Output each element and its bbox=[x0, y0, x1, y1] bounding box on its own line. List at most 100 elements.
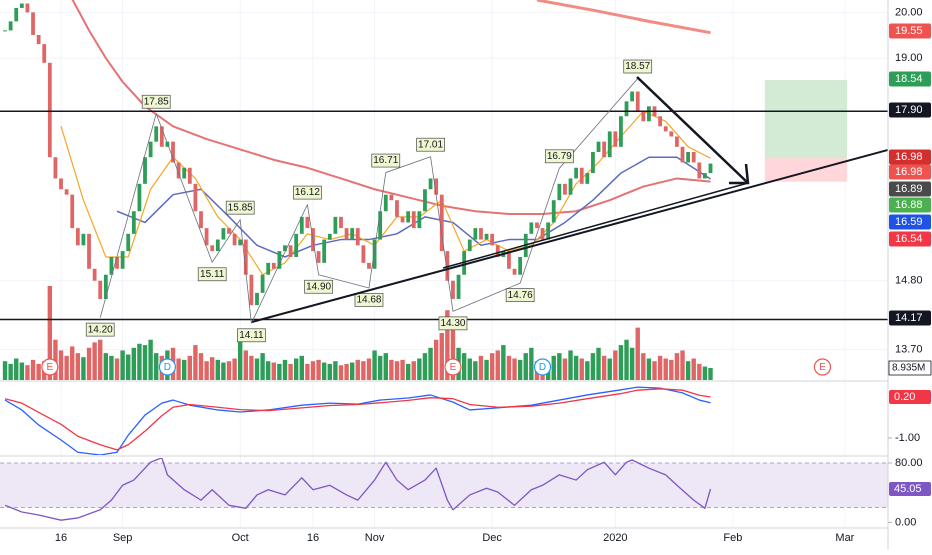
event-marker bbox=[444, 358, 462, 376]
volume-bar bbox=[198, 353, 204, 380]
price-label: 16.98 bbox=[895, 166, 923, 178]
volume-bar bbox=[635, 327, 640, 380]
price-label-bg bbox=[889, 214, 931, 230]
candle bbox=[417, 211, 422, 229]
pivot-label: 14.90 bbox=[306, 281, 331, 292]
trend-line bbox=[442, 182, 749, 269]
volume-bar bbox=[680, 350, 685, 380]
volume-bar bbox=[81, 357, 86, 380]
candle bbox=[271, 262, 276, 269]
volume-bar bbox=[607, 358, 612, 380]
candle bbox=[697, 162, 702, 179]
pivot-label-bg bbox=[623, 59, 653, 74]
candle bbox=[691, 151, 696, 163]
candle bbox=[635, 91, 640, 112]
volume-bar bbox=[445, 310, 450, 380]
candle bbox=[411, 211, 416, 229]
price-label-bg bbox=[889, 231, 931, 247]
candle bbox=[574, 167, 579, 179]
candle bbox=[563, 183, 567, 195]
price-label-bg bbox=[889, 181, 931, 197]
volume-bar bbox=[613, 350, 618, 380]
volume-bar bbox=[260, 353, 265, 380]
price-label-bg bbox=[889, 149, 931, 165]
pivot-label-bg bbox=[354, 293, 384, 307]
candle bbox=[428, 178, 433, 190]
candle bbox=[204, 228, 209, 246]
pivot-label-bg bbox=[85, 322, 115, 337]
pivot-label-bg bbox=[438, 316, 468, 331]
volume-bar bbox=[697, 363, 702, 380]
event-label: E bbox=[450, 362, 457, 373]
price-label: 19.55 bbox=[895, 25, 923, 37]
volume-bar bbox=[215, 359, 221, 380]
candle bbox=[70, 194, 75, 229]
value-label-bg bbox=[889, 481, 931, 496]
pivot-label-bg bbox=[197, 267, 227, 282]
volume-bar bbox=[243, 350, 248, 380]
volume-bar bbox=[394, 361, 400, 380]
candle bbox=[42, 44, 47, 63]
pivot-label: 16.79 bbox=[547, 151, 572, 162]
pivot-label-bg bbox=[416, 137, 445, 152]
x-tick-label: Feb bbox=[723, 532, 742, 544]
volume-bar bbox=[702, 366, 708, 380]
candle bbox=[221, 228, 226, 240]
candle bbox=[81, 233, 86, 246]
volume-bar bbox=[512, 358, 517, 380]
candle bbox=[395, 200, 399, 217]
volume-bar bbox=[182, 359, 187, 380]
candle bbox=[647, 106, 651, 122]
volume-bar bbox=[316, 359, 321, 380]
volume-bar bbox=[652, 361, 657, 380]
candle bbox=[64, 189, 69, 195]
candle bbox=[602, 141, 607, 158]
candle bbox=[389, 194, 394, 201]
candle bbox=[36, 34, 41, 45]
indicator-pane bbox=[4, 458, 712, 521]
candle bbox=[266, 262, 271, 275]
volume-bar bbox=[8, 363, 13, 380]
volume-bar bbox=[366, 358, 372, 380]
volume-bar bbox=[461, 353, 467, 380]
candle bbox=[143, 157, 147, 184]
drawings bbox=[0, 76, 932, 457]
volume-bar bbox=[92, 342, 97, 380]
volume-bar bbox=[618, 345, 624, 380]
candle bbox=[137, 183, 142, 212]
price-label-bg bbox=[889, 310, 931, 326]
candle bbox=[215, 239, 220, 252]
x-tick-label: 2020 bbox=[603, 532, 627, 544]
candle bbox=[19, 3, 24, 8]
candle bbox=[445, 251, 450, 281]
candle bbox=[540, 228, 545, 240]
volume-bar bbox=[103, 353, 109, 380]
volume-bar bbox=[2, 361, 8, 380]
pivot-label-bg bbox=[544, 149, 574, 164]
volume-bar bbox=[333, 361, 338, 380]
candle bbox=[327, 233, 332, 240]
pivot-label: 17.85 bbox=[144, 96, 169, 107]
volume-bar bbox=[383, 353, 388, 380]
volume-bar bbox=[646, 358, 652, 380]
volume-bar bbox=[265, 361, 271, 380]
volume-bar bbox=[691, 358, 696, 380]
candle bbox=[484, 233, 489, 240]
volume-bar bbox=[249, 355, 254, 380]
candle bbox=[288, 245, 293, 257]
price-label: 16.89 bbox=[895, 183, 923, 195]
volume-label-bg bbox=[888, 360, 932, 376]
candle bbox=[59, 178, 63, 190]
candle bbox=[14, 7, 19, 22]
candle bbox=[3, 30, 7, 32]
candle bbox=[490, 233, 495, 246]
indicator-pane bbox=[4, 386, 711, 455]
candle bbox=[255, 292, 259, 306]
volume-bar bbox=[568, 350, 573, 380]
candle bbox=[467, 239, 472, 252]
event-label: E bbox=[46, 362, 53, 373]
volume-bar bbox=[523, 353, 528, 380]
volume-bar bbox=[389, 359, 394, 380]
volume-bar bbox=[70, 346, 75, 380]
